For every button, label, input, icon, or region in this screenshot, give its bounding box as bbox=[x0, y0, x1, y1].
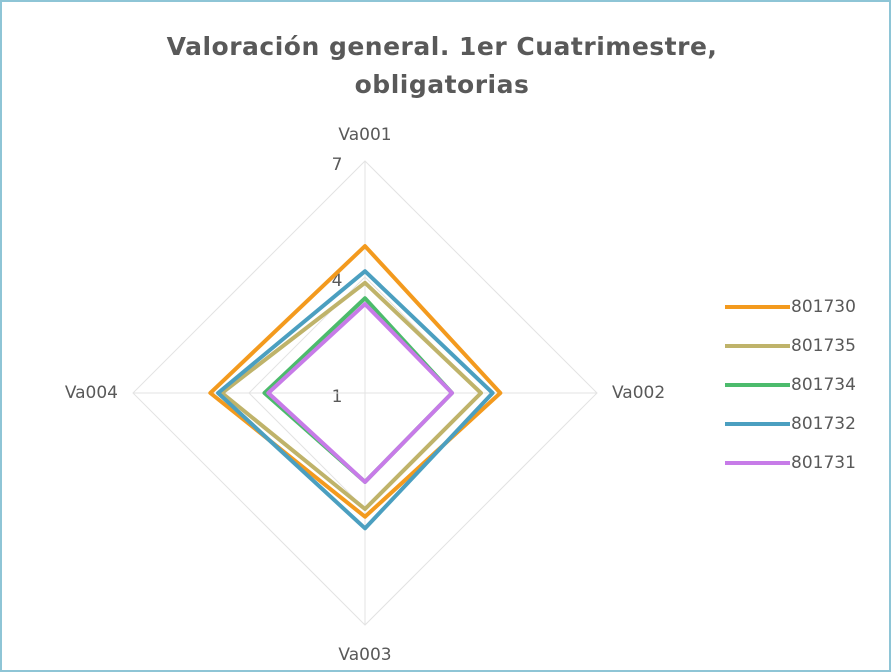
series-line bbox=[266, 302, 454, 484]
axis-label: Va002 bbox=[612, 383, 665, 403]
legend-label: 801730 bbox=[791, 297, 856, 317]
legend-label: 801735 bbox=[791, 336, 856, 356]
legend-label: 801734 bbox=[791, 375, 856, 395]
r-tick-label: 1 bbox=[332, 387, 343, 407]
r-tick-label: 7 bbox=[332, 155, 343, 175]
legend-label: 801731 bbox=[791, 453, 856, 473]
legend-label: 801732 bbox=[791, 414, 856, 434]
series-line bbox=[216, 269, 495, 531]
axis-label: Va001 bbox=[338, 125, 391, 145]
chart-title: Valoración general. 1er Cuatrimestre, ob… bbox=[166, 32, 718, 99]
series-line bbox=[208, 244, 503, 519]
axis-label: Va004 bbox=[65, 383, 118, 403]
r-tick-label: 4 bbox=[332, 271, 343, 291]
axis-label: Va003 bbox=[338, 645, 391, 665]
series-line bbox=[219, 280, 483, 511]
